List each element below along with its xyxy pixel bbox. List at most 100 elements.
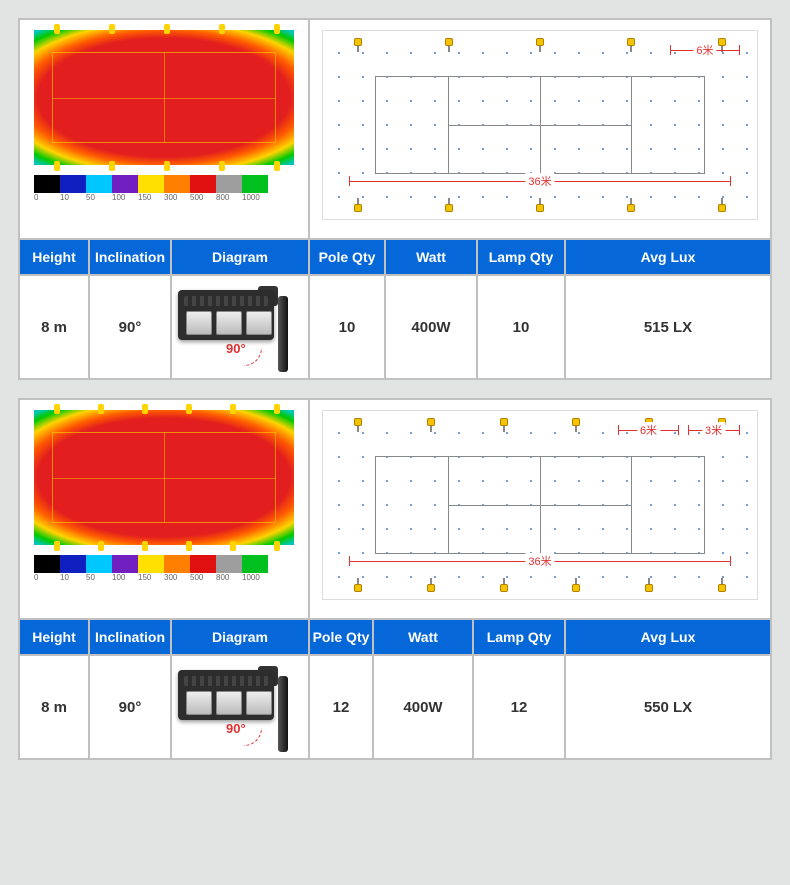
column-header: Avg Lux <box>566 240 770 276</box>
light-pole-icon <box>716 582 728 594</box>
heatmap-light-icon <box>142 404 148 414</box>
light-pole-icon <box>425 416 437 428</box>
spec-column: Lamp Qty12 <box>474 620 566 758</box>
pole-icon <box>278 676 288 752</box>
legend-swatch <box>190 175 216 193</box>
legend-tick: 800 <box>216 193 242 202</box>
light-pole-icon <box>352 416 364 428</box>
legend-swatch <box>190 555 216 573</box>
led-fixture-diagram: 90° <box>178 662 302 752</box>
spec-column: Lamp Qty10 <box>478 240 566 378</box>
heatmap-light-icon <box>109 161 115 171</box>
column-header: Diagram <box>172 240 308 276</box>
heatmap-light-icon <box>274 541 280 551</box>
spec-sheet: 0105010015030050080010006米36米Height8 mIn… <box>18 18 772 760</box>
legend-tick: 10 <box>60 193 86 202</box>
spec-column: Pole Qty10 <box>310 240 386 378</box>
column-header: Watt <box>386 240 476 276</box>
heatmap-light-icon <box>219 24 225 34</box>
column-value: 90° <box>90 276 170 378</box>
legend-swatch <box>60 555 86 573</box>
legend-swatch <box>112 175 138 193</box>
column-value: 12 <box>310 656 372 758</box>
visual-row: 0105010015030050080010006米3米36米 <box>20 400 770 620</box>
column-header: Inclination <box>90 240 170 276</box>
light-pole-icon <box>443 202 455 214</box>
legend-swatch <box>112 555 138 573</box>
visual-row: 0105010015030050080010006米36米 <box>20 20 770 240</box>
column-header: Pole Qty <box>310 620 372 656</box>
light-pole-icon <box>570 582 582 594</box>
light-pole-icon <box>498 582 510 594</box>
column-value: 515 LX <box>566 276 770 378</box>
legend-tick: 0 <box>34 573 60 582</box>
column-header: Watt <box>374 620 472 656</box>
heatmap-light-icon <box>230 404 236 414</box>
legend-tick: 1000 <box>242 573 268 582</box>
color-legend <box>34 175 298 193</box>
legend-tick: 50 <box>86 573 112 582</box>
heatmap-light-icon <box>98 541 104 551</box>
heatmap-light-icon <box>98 404 104 414</box>
legend-swatch <box>216 175 242 193</box>
spec-column: Diagram 90° <box>172 620 310 758</box>
light-pole-icon <box>443 36 455 48</box>
plan-cell: 6米3米36米 <box>310 400 770 618</box>
court-plan: 6米36米 <box>322 30 758 220</box>
heatmap-light-icon <box>164 24 170 34</box>
legend-tick: 50 <box>86 193 112 202</box>
light-pole-icon <box>625 202 637 214</box>
column-value: 550 LX <box>566 656 770 758</box>
column-value: 8 m <box>20 656 88 758</box>
angle-label: 90° <box>226 721 246 736</box>
spec-column: Inclination90° <box>90 620 172 758</box>
lighting-config-block: 0105010015030050080010006米36米Height8 mIn… <box>18 18 772 380</box>
heatmap-light-icon <box>186 404 192 414</box>
legend-swatch <box>216 555 242 573</box>
legend-labels: 010501001503005008001000 <box>34 193 298 202</box>
legend-tick: 500 <box>190 573 216 582</box>
column-header: Height <box>20 620 88 656</box>
legend-tick: 100 <box>112 193 138 202</box>
light-pole-icon <box>352 36 364 48</box>
legend-tick: 100 <box>112 573 138 582</box>
column-header: Lamp Qty <box>478 240 564 276</box>
led-head-icon <box>178 290 274 340</box>
legend-swatch <box>164 175 190 193</box>
legend-swatch <box>60 175 86 193</box>
spec-column: Diagram 90° <box>172 240 310 378</box>
legend-tick: 500 <box>190 193 216 202</box>
dimension-label: 36米 <box>525 173 554 189</box>
lux-heatmap <box>34 30 294 165</box>
dimension-label: 3米 <box>702 422 725 438</box>
light-pole-icon <box>625 36 637 48</box>
column-header: Height <box>20 240 88 276</box>
spec-column: Pole Qty12 <box>310 620 374 758</box>
legend-tick: 150 <box>138 193 164 202</box>
light-pole-icon <box>352 202 364 214</box>
heatmap-light-icon <box>230 541 236 551</box>
heatmap-light-icon <box>274 24 280 34</box>
heatmap-light-icon <box>54 161 60 171</box>
legend-tick: 300 <box>164 573 190 582</box>
legend-swatch <box>34 175 60 193</box>
spec-column: Avg Lux515 LX <box>566 240 770 378</box>
column-value: 8 m <box>20 276 88 378</box>
color-legend <box>34 555 298 573</box>
heatmap-cell: 010501001503005008001000 <box>20 20 310 238</box>
heatmap-light-icon <box>142 541 148 551</box>
spec-column: Height8 m <box>20 620 90 758</box>
column-value: 90° <box>172 656 308 758</box>
spec-table: Height8 mInclination90°Diagram90°Pole Qt… <box>20 240 770 378</box>
dimension-label: 6米 <box>637 422 660 438</box>
legend-swatch <box>86 175 112 193</box>
column-header: Diagram <box>172 620 308 656</box>
lighting-config-block: 0105010015030050080010006米3米36米Height8 m… <box>18 398 772 760</box>
spec-column: Avg Lux550 LX <box>566 620 770 758</box>
legend-swatch <box>242 555 268 573</box>
legend-swatch <box>138 175 164 193</box>
heatmap-light-icon <box>109 24 115 34</box>
angle-label: 90° <box>226 341 246 356</box>
pole-icon <box>278 296 288 372</box>
light-pole-icon <box>498 416 510 428</box>
